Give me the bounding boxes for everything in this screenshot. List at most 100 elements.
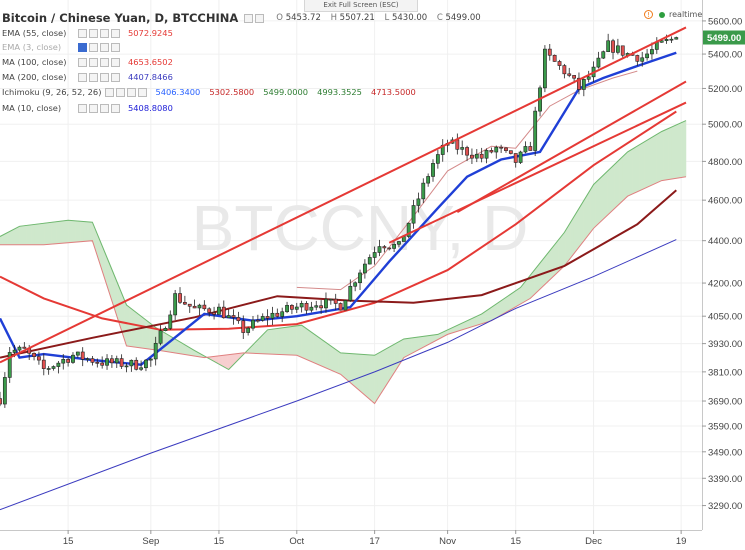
indicator-row[interactable]: Ichimoku (9, 26, 52, 26) 5406.3400 5302.58… bbox=[2, 86, 425, 98]
price-tick-label: 4600.00 bbox=[708, 196, 742, 207]
settings-icon[interactable] bbox=[89, 42, 98, 52]
settings-icon[interactable] bbox=[89, 72, 98, 82]
symbol-title[interactable]: Bitcoin / Chinese Yuan, D, BTCCHINA bbox=[2, 11, 239, 25]
ichimoku-cloud-segment bbox=[347, 353, 351, 384]
candle-body bbox=[56, 362, 61, 367]
ichimoku-cloud-segment bbox=[634, 145, 638, 194]
ichimoku-cloud-segment bbox=[551, 244, 554, 279]
ichimoku-cloud-segment bbox=[418, 336, 422, 350]
exit-full-screen-button[interactable]: Exit Full Screen (ESC) bbox=[304, 0, 418, 12]
more-icon[interactable] bbox=[111, 103, 120, 113]
price-tick-label: 3290.00 bbox=[708, 501, 742, 512]
settings-icon[interactable] bbox=[244, 13, 254, 23]
ichimoku-cloud-segment bbox=[519, 285, 523, 306]
ichimoku-cloud-segment bbox=[663, 128, 667, 181]
price-tick-label: 4800.00 bbox=[708, 157, 742, 168]
ichimoku-cloud-segment bbox=[416, 336, 420, 352]
candle-body bbox=[71, 354, 75, 363]
more-icon[interactable] bbox=[111, 72, 120, 82]
low-label: L bbox=[384, 13, 390, 23]
close-icon[interactable] bbox=[100, 42, 109, 52]
candle-body bbox=[348, 285, 353, 301]
ichimoku-cloud-segment bbox=[580, 200, 584, 246]
candle-body bbox=[255, 319, 260, 322]
candle-body bbox=[465, 147, 469, 156]
eye-icon[interactable] bbox=[105, 87, 115, 97]
ichimoku-cloud-segment bbox=[24, 225, 28, 246]
candle-body bbox=[547, 48, 552, 56]
ichimoku-cloud-segment bbox=[560, 232, 564, 270]
ichimoku-cloud-segment bbox=[320, 338, 324, 368]
indicator-controls[interactable] bbox=[78, 57, 120, 67]
indicator-row[interactable]: EMA (3, close) bbox=[2, 41, 128, 53]
candle-body bbox=[51, 366, 56, 369]
ichimoku-cloud-segment bbox=[87, 221, 91, 242]
date-axis-background bbox=[0, 530, 702, 550]
indicator-row[interactable]: MA (200, close) 4407.8466 bbox=[2, 71, 182, 83]
more-icon[interactable] bbox=[138, 87, 148, 97]
close-icon[interactable] bbox=[100, 28, 109, 38]
more-icon[interactable] bbox=[111, 57, 120, 67]
more-icon[interactable] bbox=[111, 42, 120, 52]
ichimoku-cloud-segment bbox=[622, 154, 625, 202]
eye-icon[interactable] bbox=[78, 42, 87, 52]
ichimoku-cloud-segment bbox=[514, 289, 518, 308]
ichimoku-cloud-segment bbox=[585, 192, 589, 240]
ichimoku-cloud-segment bbox=[352, 353, 356, 388]
eye-icon[interactable] bbox=[78, 28, 87, 38]
ichimoku-cloud-segment bbox=[19, 225, 23, 246]
indicator-name[interactable]: MA (100, close) bbox=[2, 57, 67, 67]
candle-body bbox=[246, 327, 251, 333]
ichimoku-cloud-segment bbox=[609, 165, 613, 214]
eye-icon[interactable] bbox=[78, 72, 87, 82]
indicator-name[interactable]: MA (10, close) bbox=[2, 103, 62, 113]
candle-body bbox=[567, 73, 572, 76]
eye-icon[interactable] bbox=[78, 57, 87, 67]
ichimoku-cloud-segment bbox=[423, 335, 427, 348]
ichimoku-cloud-segment bbox=[14, 227, 18, 246]
ichimoku-cloud-segment bbox=[335, 348, 339, 374]
close-icon[interactable] bbox=[100, 57, 109, 67]
indicator-controls[interactable] bbox=[78, 42, 120, 52]
settings-icon[interactable] bbox=[116, 87, 126, 97]
ichimoku-cloud-segment bbox=[683, 120, 687, 178]
settings-icon[interactable] bbox=[89, 57, 98, 67]
close-icon[interactable] bbox=[100, 72, 109, 82]
candle-body bbox=[557, 61, 562, 66]
open-value: 5453.72 bbox=[285, 13, 321, 23]
indicator-row[interactable]: MA (10, close) 5408.8080 bbox=[2, 102, 182, 114]
close-icon[interactable] bbox=[127, 87, 137, 97]
candle-body bbox=[37, 356, 41, 361]
indicator-row[interactable]: MA (100, close) 4653.6502 bbox=[2, 56, 182, 68]
more-icon[interactable] bbox=[111, 28, 120, 38]
indicator-row[interactable]: EMA (55, close) 5072.9245 bbox=[2, 27, 182, 39]
indicator-name[interactable]: EMA (3, close) bbox=[2, 42, 62, 52]
candle-body bbox=[518, 151, 523, 163]
indicator-controls[interactable] bbox=[78, 28, 120, 38]
alert-circle-icon[interactable]: ! bbox=[644, 10, 653, 19]
indicator-controls[interactable] bbox=[105, 87, 148, 97]
ichimoku-cloud-segment bbox=[301, 324, 305, 359]
last-price-label: 5499.00 bbox=[707, 33, 741, 44]
ichimoku-cloud-segment bbox=[58, 220, 62, 244]
ichimoku-cloud-segment bbox=[504, 296, 508, 314]
indicator-name[interactable]: Ichimoku (9, 26, 52, 26) bbox=[2, 87, 102, 97]
ichimoku-cloud-segment bbox=[600, 175, 603, 223]
candle-body bbox=[416, 198, 421, 206]
candle-body bbox=[499, 146, 504, 149]
more-icon[interactable] bbox=[255, 13, 265, 23]
header-controls[interactable] bbox=[244, 13, 265, 23]
indicator-name[interactable]: MA (200, close) bbox=[2, 72, 67, 82]
ichimoku-cloud-segment bbox=[661, 130, 665, 181]
indicator-name[interactable]: EMA (55, close) bbox=[2, 28, 67, 38]
close-icon[interactable] bbox=[100, 103, 109, 113]
indicator-controls[interactable] bbox=[78, 72, 120, 82]
price-tick-label: 3490.00 bbox=[708, 447, 742, 458]
ichimoku-cloud-segment bbox=[168, 334, 172, 353]
settings-icon[interactable] bbox=[89, 28, 98, 38]
eye-icon[interactable] bbox=[78, 103, 87, 113]
indicator-controls[interactable] bbox=[78, 103, 120, 113]
settings-icon[interactable] bbox=[89, 103, 98, 113]
ichimoku-cloud-segment bbox=[595, 179, 599, 228]
